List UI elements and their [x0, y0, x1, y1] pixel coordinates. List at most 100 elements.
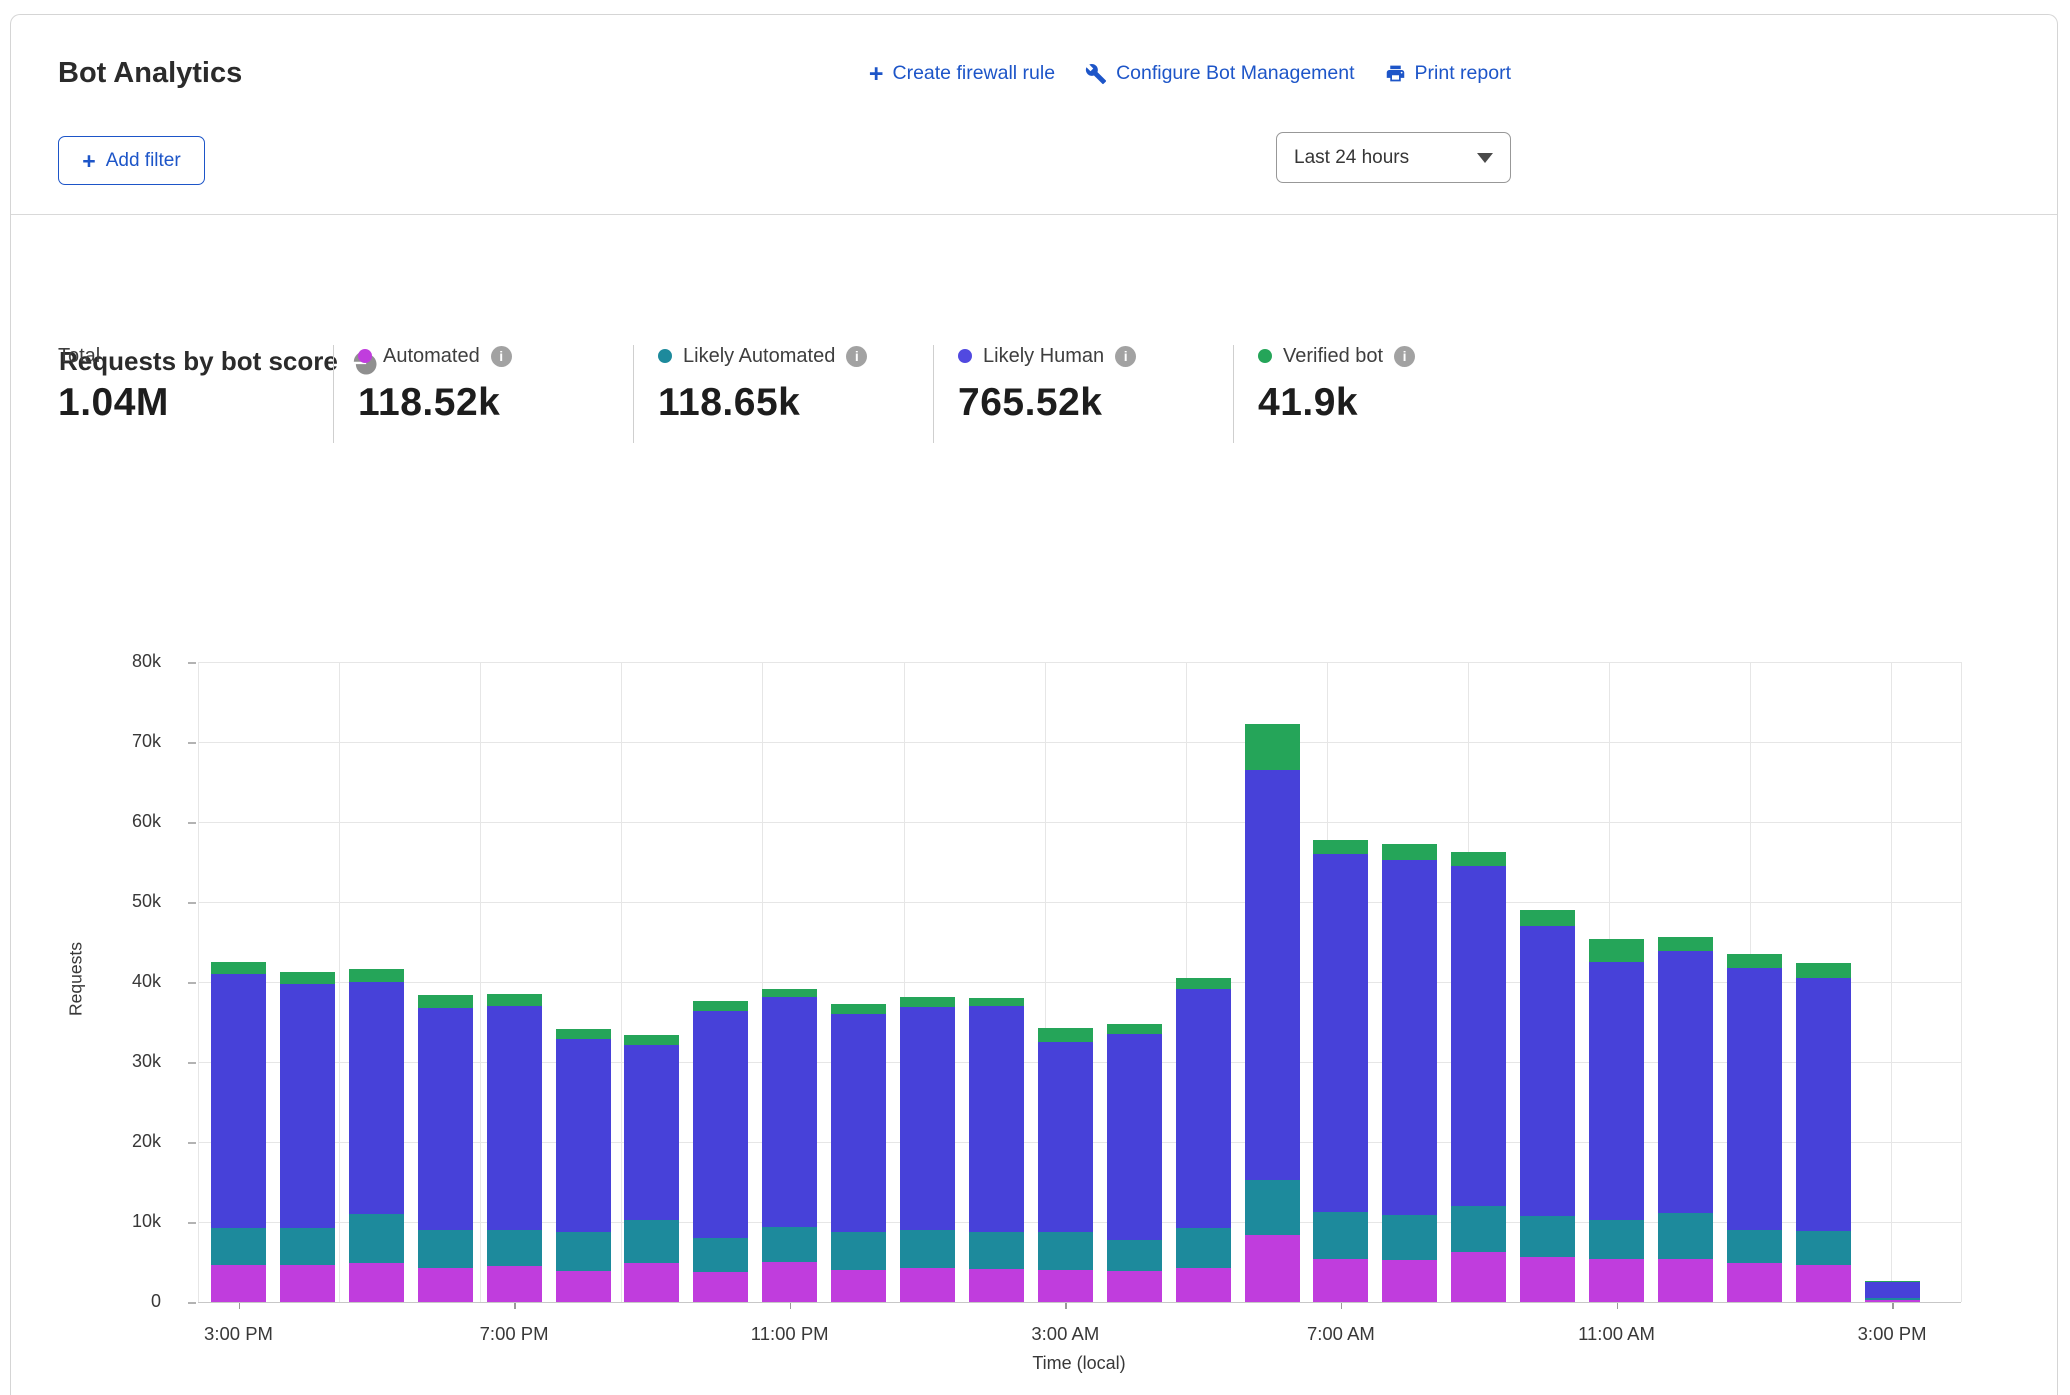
bar-segment-verified-bot [624, 1035, 679, 1045]
bar-column[interactable] [1038, 1028, 1093, 1302]
requests-by-bot-score-chart: Requests Time (local) 010k20k30k40k50k60… [11, 15, 2057, 1395]
bar-segment-likely-automated [969, 1232, 1024, 1269]
bar-column[interactable] [1865, 1281, 1920, 1302]
y-tick-label: 0 [99, 1291, 161, 1312]
stat-label: Total [58, 345, 100, 368]
bar-segment-verified-bot [1313, 840, 1368, 854]
bar-column[interactable] [1796, 963, 1851, 1302]
x-axis-label: Time (local) [1032, 1353, 1125, 1374]
bar-column[interactable] [1520, 910, 1575, 1302]
bar-segment-likely-automated [1658, 1213, 1713, 1259]
y-tick-label: 20k [99, 1131, 161, 1152]
bar-segment-likely-automated [1245, 1180, 1300, 1235]
bar-column[interactable] [1176, 978, 1231, 1302]
action-label: Create firewall rule [893, 62, 1056, 85]
bar-column[interactable] [1107, 1024, 1162, 1302]
bar-column[interactable] [1589, 939, 1644, 1302]
bar-segment-likely-human [1382, 860, 1437, 1215]
bar-segment-automated [1520, 1257, 1575, 1302]
bar-segment-automated [969, 1269, 1024, 1302]
y-tick [188, 822, 196, 824]
bar-segment-likely-human [487, 1006, 542, 1230]
y-tick [188, 662, 196, 664]
bar-segment-automated [1382, 1260, 1437, 1302]
y-tick-label: 70k [99, 731, 161, 752]
bar-segment-automated [349, 1263, 404, 1302]
bar-segment-automated [556, 1271, 611, 1302]
bar-column[interactable] [556, 1029, 611, 1302]
bar-column[interactable] [487, 994, 542, 1302]
bar-segment-verified-bot [693, 1001, 748, 1011]
bar-column[interactable] [900, 997, 955, 1302]
stat-verified-bot: Verified bot 41.9k [1258, 343, 1415, 425]
bar-segment-likely-automated [1451, 1206, 1506, 1252]
wrench-icon [1085, 63, 1107, 85]
bar-column[interactable] [211, 962, 266, 1302]
bar-column[interactable] [349, 969, 404, 1302]
bar-column[interactable] [693, 1001, 748, 1302]
bar-column[interactable] [1313, 840, 1368, 1302]
bar-column[interactable] [280, 972, 335, 1302]
bar-column[interactable] [418, 995, 473, 1302]
bar-column[interactable] [1245, 724, 1300, 1302]
configure-bot-management-link[interactable]: Configure Bot Management [1085, 62, 1354, 85]
stat-divider [333, 345, 334, 443]
bar-segment-likely-automated [624, 1220, 679, 1263]
bar-segment-verified-bot [969, 998, 1024, 1006]
stat-value: 118.52k [358, 381, 512, 425]
time-range-select[interactable]: Last 24 hours [1276, 132, 1511, 183]
y-tick [188, 1062, 196, 1064]
bar-segment-automated [1038, 1270, 1093, 1302]
bar-segment-likely-automated [1107, 1240, 1162, 1271]
gridline-vertical [1961, 662, 1962, 1302]
x-tick-label: 7:00 PM [480, 1323, 549, 1345]
bar-column[interactable] [1727, 954, 1782, 1302]
bar-column[interactable] [969, 998, 1024, 1302]
create-firewall-rule-link[interactable]: Create firewall rule [869, 62, 1055, 85]
stat-label: Likely Human [983, 345, 1104, 368]
bar-segment-automated [418, 1268, 473, 1302]
info-icon[interactable] [1394, 346, 1415, 367]
bar-segment-verified-bot [1382, 844, 1437, 860]
x-tick-label: 3:00 PM [204, 1323, 273, 1345]
bar-column[interactable] [624, 1035, 679, 1302]
info-icon[interactable] [491, 346, 512, 367]
bar-column[interactable] [1451, 852, 1506, 1302]
y-tick [188, 742, 196, 744]
stat-total: Total 1.04M [58, 343, 169, 425]
action-label: Print report [1415, 62, 1511, 85]
info-icon[interactable] [846, 346, 867, 367]
bar-segment-automated [487, 1266, 542, 1302]
x-tick-label: 11:00 AM [1578, 1323, 1655, 1345]
header-actions: Create firewall rule Configure Bot Manag… [869, 62, 1511, 85]
bar-segment-likely-automated [349, 1214, 404, 1263]
add-filter-button[interactable]: Add filter [58, 136, 205, 185]
y-tick [188, 982, 196, 984]
y-tick-label: 50k [99, 891, 161, 912]
y-tick [188, 1142, 196, 1144]
bar-segment-verified-bot [418, 995, 473, 1008]
bar-column[interactable] [831, 1004, 886, 1302]
stat-automated: Automated 118.52k [358, 343, 512, 425]
bar-segment-automated [762, 1262, 817, 1302]
stat-divider [633, 345, 634, 443]
bar-column[interactable] [1658, 937, 1713, 1302]
bar-segment-likely-human [556, 1039, 611, 1232]
bar-segment-likely-human [211, 974, 266, 1228]
bar-segment-verified-bot [1451, 852, 1506, 866]
print-report-link[interactable]: Print report [1385, 62, 1511, 85]
bar-column[interactable] [1382, 844, 1437, 1302]
bar-segment-likely-human [349, 982, 404, 1214]
info-icon[interactable] [1115, 346, 1136, 367]
bar-segment-likely-human [1520, 926, 1575, 1216]
x-axis-line [198, 1302, 1961, 1303]
page-title: Bot Analytics [58, 57, 242, 90]
legend-dot-likely-human [958, 349, 972, 363]
bar-segment-likely-human [1658, 951, 1713, 1213]
bar-column[interactable] [762, 989, 817, 1302]
bar-segment-verified-bot [211, 962, 266, 974]
gridline-vertical [480, 662, 481, 1302]
bar-segment-likely-automated [556, 1232, 611, 1271]
bar-segment-verified-bot [349, 969, 404, 982]
bar-segment-verified-bot [1038, 1028, 1093, 1042]
